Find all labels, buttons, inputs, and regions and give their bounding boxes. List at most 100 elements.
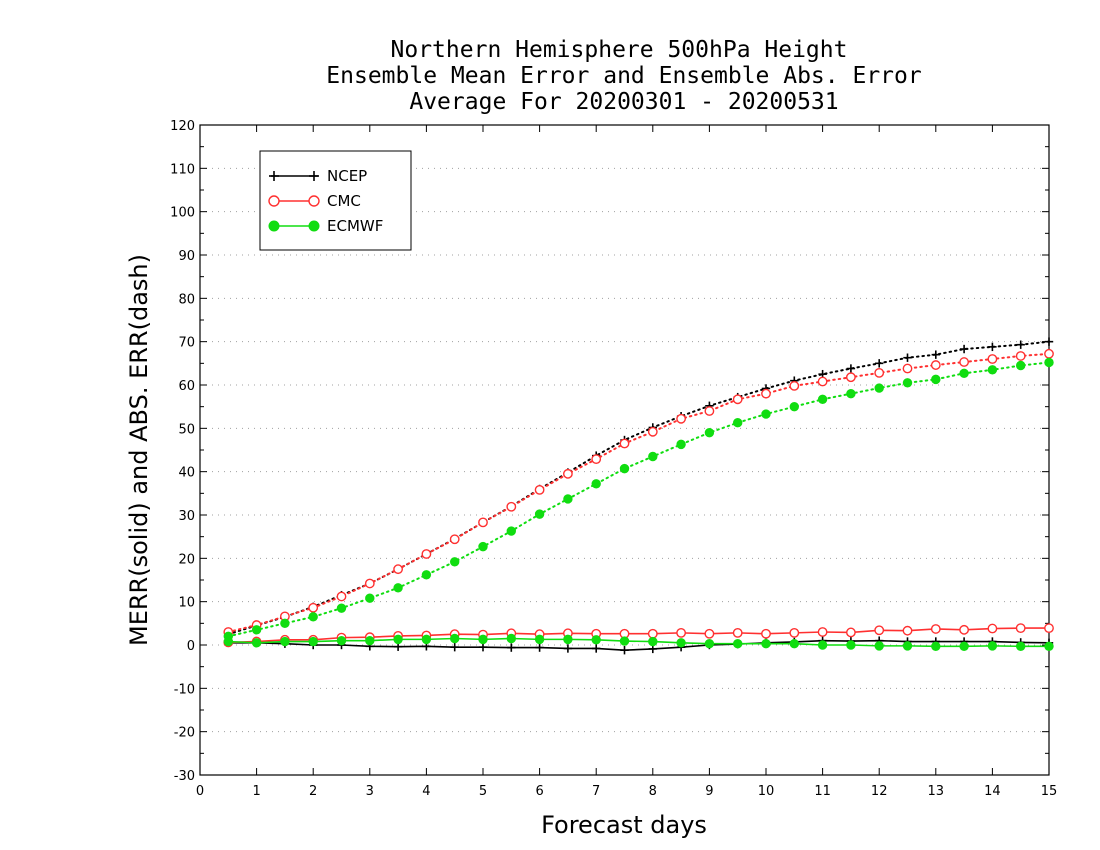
ecmwf-abs-err-point [336, 603, 347, 613]
y-tick-label-3: 0 [187, 639, 195, 654]
x-tick-label-3: 3 [366, 784, 374, 799]
ncep-merr-point [535, 643, 544, 652]
ecmwf-abs-err-point [393, 583, 403, 593]
legend-marker-start-ecmwf [268, 220, 280, 232]
cmc-abs-err-point [421, 549, 432, 559]
cmc-merr-point [930, 624, 941, 634]
cmc-merr-point [704, 628, 715, 639]
y-tick-label-5: 20 [178, 552, 195, 567]
ecmwf-abs-err-line [227, 361, 1050, 638]
y-tick-label-0: -30 [174, 769, 195, 784]
cmc-abs-err-point [364, 578, 375, 589]
ncep-abs-err-point [903, 353, 912, 362]
cmc-abs-err-point [393, 564, 403, 575]
ecmwf-abs-err-point [931, 374, 941, 385]
ecmwf-abs-err-point [959, 368, 969, 378]
ncep-merr-point [507, 643, 516, 652]
ecmwf-merr-point [789, 639, 799, 649]
cmc-abs-err-point [761, 388, 771, 399]
chart-title-line-2: Ensemble Mean Error and Ensemble Abs. Er… [326, 63, 921, 89]
cmc-abs-err-point [789, 380, 800, 391]
ncep-merr-point [563, 644, 573, 653]
ncep-merr-point [592, 644, 601, 653]
ecmwf-merr-point [591, 635, 601, 645]
y-tick-label-1: -20 [174, 726, 195, 741]
ncep-merr-point [450, 642, 459, 652]
x-tick-label-5: 5 [479, 784, 487, 799]
cmc-merr-point [732, 627, 743, 638]
cmc-merr-point [761, 628, 771, 639]
ecmwf-abs-err-point [619, 463, 630, 474]
ecmwf-abs-err-point [817, 394, 828, 404]
ncep-abs-err-point [1044, 337, 1054, 346]
legend-item-ecmwf: ECMWF [268, 217, 383, 235]
ecmwf-merr-point [619, 636, 630, 646]
ncep-abs-err-point [1016, 340, 1025, 349]
y-tick-label-15: 120 [170, 119, 195, 134]
ecmwf-merr-point [478, 634, 488, 645]
ecmwf-merr-line [228, 637, 1049, 648]
ecmwf-abs-err-point [308, 612, 318, 622]
ecmwf-merr-point [251, 638, 262, 648]
ecmwf-merr-point [450, 633, 460, 644]
ncep-abs-err-point [988, 342, 997, 352]
cmc-merr-point [1015, 623, 1026, 633]
ecmwf-merr-point [987, 641, 998, 651]
legend-marker-end-ecmwf [308, 220, 320, 232]
ncep-abs-err-point [846, 364, 856, 373]
cmc-abs-err-point [647, 426, 658, 437]
ecmwf-merr-point [902, 641, 913, 651]
ecmwf-abs-err-point [1044, 357, 1054, 368]
cmc-merr-point [902, 625, 913, 636]
ecmwf-abs-err-point [421, 570, 432, 580]
ecmwf-merr-point [280, 636, 290, 647]
cmc-abs-err-point [1015, 351, 1026, 361]
ecmwf-abs-err-point [789, 401, 799, 412]
cmc-abs-err-point [619, 438, 630, 449]
cmc-merr-point [676, 627, 686, 638]
y-tick-label-13: 100 [170, 206, 195, 221]
cmc-abs-err-point [478, 517, 488, 528]
ecmwf-merr-point [733, 639, 743, 649]
cmc-abs-err-point [563, 468, 573, 479]
legend-marker-end-cmc [308, 195, 320, 207]
ecmwf-abs-err-point [591, 479, 601, 489]
x-tick-label-15: 15 [1041, 784, 1058, 799]
ecmwf-merr-point [506, 633, 516, 644]
cmc-merr-point [846, 627, 856, 638]
cmc-abs-err-point [987, 354, 998, 364]
y-tick-label-8: 50 [178, 422, 195, 437]
cmc-abs-err-point [1044, 348, 1054, 359]
x-tick-label-12: 12 [871, 784, 888, 799]
cmc-abs-err-line [227, 352, 1050, 633]
ecmwf-abs-err-point [761, 409, 771, 419]
cmc-abs-err-point [591, 454, 602, 464]
legend-item-cmc: CMC [268, 192, 361, 210]
ecmwf-abs-err-point [704, 427, 715, 438]
cmc-merr-point [874, 625, 885, 636]
cmc-abs-err-point [817, 376, 828, 387]
ecmwf-merr-point [1016, 641, 1026, 651]
ecmwf-merr-point [874, 641, 884, 651]
ecmwf-merr-point [648, 636, 658, 647]
legend-marker-end-ncep [309, 171, 319, 181]
x-tick-label-10: 10 [758, 784, 775, 799]
legend-marker-start-ncep [269, 171, 279, 181]
x-tick-label-4: 4 [422, 784, 430, 799]
ecmwf-merr-point [534, 634, 545, 645]
cmc-merr-point [817, 627, 828, 637]
cmc-abs-err-point [308, 602, 319, 613]
x-tick-label-6: 6 [535, 784, 543, 799]
ecmwf-merr-point [704, 639, 715, 649]
cmc-abs-err-point [449, 534, 460, 545]
ecmwf-abs-err-point [733, 418, 743, 428]
ecmwf-merr-point [676, 638, 686, 648]
ecmwf-merr-point [931, 641, 941, 651]
y-tick-label-11: 80 [178, 292, 195, 307]
ecmwf-abs-err-point [365, 593, 375, 603]
ncep-merr-line [228, 639, 1050, 652]
cmc-abs-err-point [902, 363, 913, 374]
ecmwf-abs-err-point [874, 383, 884, 393]
ecmwf-merr-point [308, 636, 318, 647]
